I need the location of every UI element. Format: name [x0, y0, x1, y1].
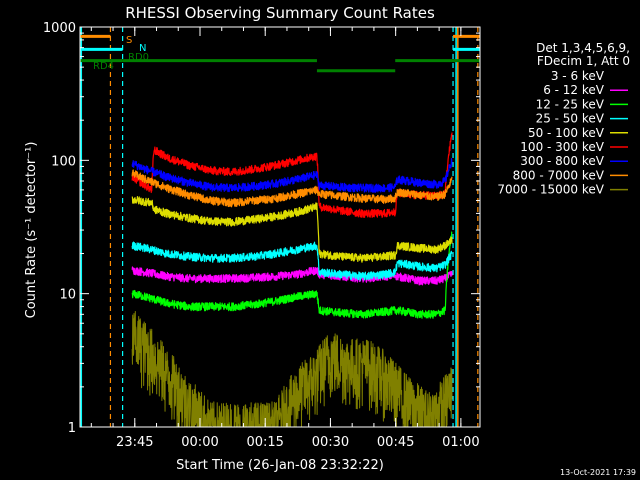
x-tick-label: 00:00 [181, 435, 218, 450]
flag-label-s: S [126, 35, 132, 46]
series-line-4 [131, 196, 453, 263]
flag-label-rd4: RD4 [93, 61, 114, 72]
chart-title: RHESSI Observing Summary Count Rates [125, 4, 435, 22]
legend: Det 1,3,4,5,6,9, FDecim 1, Att 0 3 - 6 k… [497, 41, 630, 197]
legend-label-2: 12 - 25 keV [536, 97, 605, 111]
legend-header-line-2: FDecim 1, Att 0 [537, 54, 630, 68]
series-line-8 [131, 311, 453, 428]
legend-label-3: 25 - 50 keV [536, 112, 605, 126]
footer-timestamp: 13-Oct-2021 17:39 [560, 468, 636, 477]
series-line-6 [131, 158, 453, 193]
legend-label-7: 800 - 7000 keV [513, 168, 605, 182]
legend-label-5: 100 - 300 keV [520, 140, 604, 154]
plot-frame [79, 26, 481, 428]
flag-label-n: N [139, 43, 146, 54]
series-line-2 [131, 231, 453, 319]
y-tick-label: 1000 [43, 21, 76, 36]
y-tick-label: 100 [51, 154, 76, 169]
series-line-1 [131, 266, 453, 286]
x-tick-label: 23:45 [116, 435, 153, 450]
x-tick-label: 00:45 [377, 435, 414, 450]
legend-header-line-1: Det 1,3,4,5,6,9, [536, 41, 630, 55]
x-axis-label: Start Time (26-Jan-08 23:32:22) [176, 458, 384, 473]
x-tick-label: 00:30 [312, 435, 349, 450]
chart-axes: 1 10 100 1000 23:45 00:00 00:15 00:30 00:45 01:00 [43, 21, 481, 450]
y-tick-label: 10 [59, 288, 76, 303]
x-tick-label: 00:15 [246, 435, 283, 450]
legend-label-4: 50 - 100 keV [528, 126, 605, 140]
y-tick-label: 1 [68, 421, 76, 436]
series-line-7 [131, 169, 453, 208]
flag-label-rd0: RD0 [128, 52, 149, 63]
legend-label-1: 6 - 12 keV [543, 83, 605, 97]
legend-label-6: 300 - 800 keV [520, 154, 604, 168]
series-line-3 [131, 241, 453, 281]
y-axis-label: Count Rate (s⁻¹ detector⁻¹) [24, 142, 39, 319]
x-tick-label: 01:00 [442, 435, 479, 450]
legend-label-8: 7000 - 15000 keV [497, 183, 604, 197]
legend-label-0: 3 - 6 keV [551, 69, 605, 83]
